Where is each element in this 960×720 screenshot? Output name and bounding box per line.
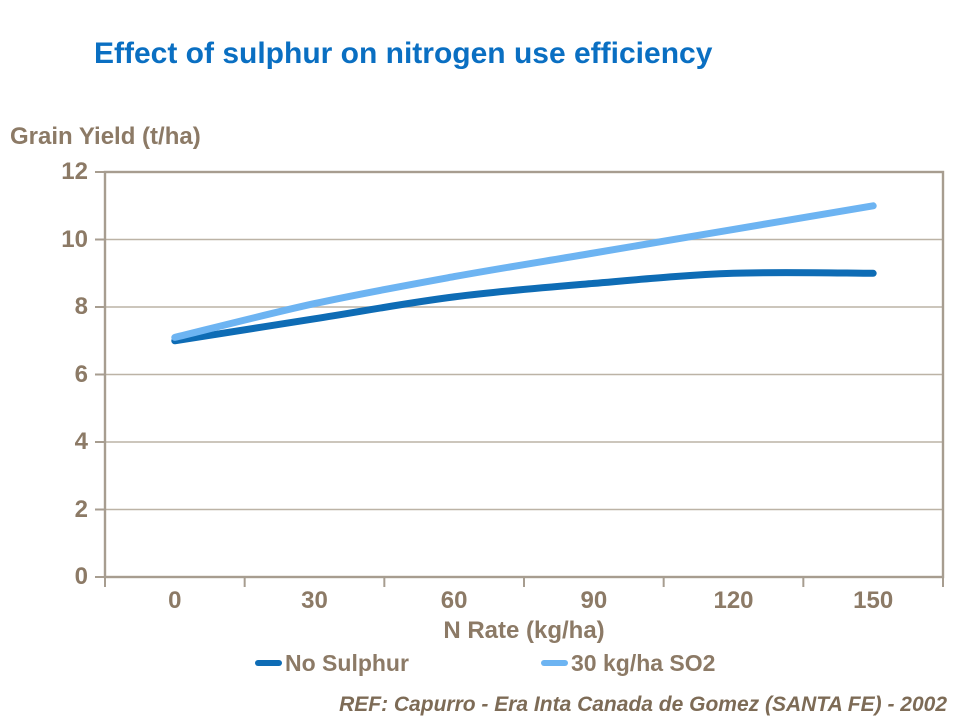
legend-item-no-sulphur: No Sulphur — [255, 649, 409, 677]
x-tick-label: 30 — [301, 587, 328, 614]
y-tick-label: 8 — [74, 293, 88, 320]
x-tick-label: 150 — [853, 587, 894, 614]
y-axis-title: Grain Yield (t/ha) — [10, 123, 201, 150]
y-tick-label: 2 — [74, 495, 88, 523]
x-tick-label: 0 — [168, 587, 182, 614]
legend-label: No Sulphur — [285, 649, 409, 676]
y-tick-label: 0 — [74, 563, 88, 590]
series-line-no-sulphur — [171, 269, 877, 345]
y-tick-label: 10 — [61, 225, 88, 253]
chart-legend: No Sulphur 30 kg/ha SO2 — [0, 649, 960, 677]
legend-item-so2: 30 kg/ha SO2 — [541, 649, 715, 677]
chart-title: Effect of sulphur on nitrogen use effici… — [94, 37, 713, 70]
x-tick-label: 90 — [580, 587, 608, 614]
legend-line-swatch-dark-blue — [255, 660, 282, 666]
x-tick-label: 60 — [440, 587, 468, 614]
reference-citation: REF: Capurro - Era Inta Canada de Gomez … — [339, 693, 947, 716]
series-line-30-kg/ha-so2 — [171, 202, 877, 341]
legend-label: 30 kg/ha SO2 — [571, 649, 716, 676]
y-tick-label: 12 — [61, 158, 88, 185]
y-tick-label: 6 — [74, 360, 88, 388]
y-tick-label: 4 — [74, 428, 88, 455]
x-tick-label: 120 — [713, 587, 754, 614]
legend-line-swatch-light-blue — [541, 660, 568, 666]
x-axis-title: N Rate (kg/ha) — [443, 617, 605, 644]
